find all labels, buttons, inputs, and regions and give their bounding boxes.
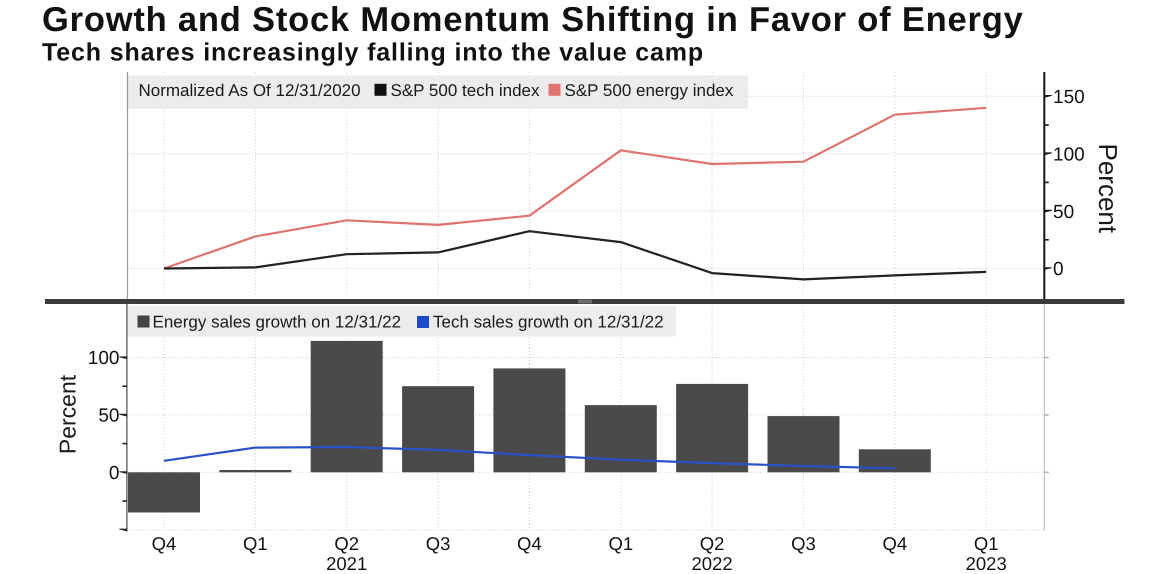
svg-text:2021: 2021 xyxy=(326,553,367,574)
svg-text:S&P 500 tech index: S&P 500 tech index xyxy=(391,81,541,100)
svg-text:150: 150 xyxy=(1053,87,1085,108)
svg-text:100: 100 xyxy=(88,348,120,369)
svg-text:Q1: Q1 xyxy=(974,533,999,554)
svg-text:Q1: Q1 xyxy=(608,533,633,554)
svg-text:Energy sales growth on 12/31/2: Energy sales growth on 12/31/22 xyxy=(153,313,402,332)
svg-text:Q1: Q1 xyxy=(243,533,268,554)
svg-text:100: 100 xyxy=(1053,144,1085,165)
svg-text:50: 50 xyxy=(98,405,119,426)
svg-text:0: 0 xyxy=(1053,259,1064,280)
svg-text:Q4: Q4 xyxy=(152,533,177,554)
svg-text:2022: 2022 xyxy=(692,553,733,574)
svg-text:Growth and Stock Momentum Shif: Growth and Stock Momentum Shifting in Fa… xyxy=(42,1,1024,39)
svg-text:Normalized As Of 12/31/2020: Normalized As Of 12/31/2020 xyxy=(139,81,361,100)
svg-text:S&P 500 energy index: S&P 500 energy index xyxy=(565,81,734,100)
svg-text:Q2: Q2 xyxy=(700,533,725,554)
svg-text:Q3: Q3 xyxy=(791,533,816,554)
svg-text:Percent: Percent xyxy=(1093,143,1123,233)
svg-text:Q4: Q4 xyxy=(517,533,542,554)
svg-text:2023: 2023 xyxy=(966,553,1007,574)
svg-text:50: 50 xyxy=(1053,202,1074,223)
svg-text:Q4: Q4 xyxy=(882,533,907,554)
svg-text:Percent: Percent xyxy=(54,374,80,454)
svg-text:Q3: Q3 xyxy=(426,533,451,554)
svg-text:Q2: Q2 xyxy=(334,533,359,554)
svg-text:0: 0 xyxy=(109,463,120,484)
svg-text:Tech sales growth on 12/31/22: Tech sales growth on 12/31/22 xyxy=(433,313,664,332)
svg-text:Tech shares increasingly falli: Tech shares increasingly falling into th… xyxy=(42,39,704,67)
